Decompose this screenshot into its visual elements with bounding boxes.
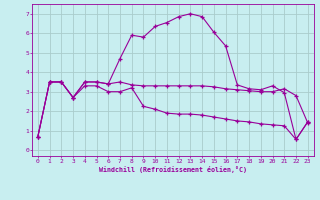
X-axis label: Windchill (Refroidissement éolien,°C): Windchill (Refroidissement éolien,°C) bbox=[99, 166, 247, 173]
